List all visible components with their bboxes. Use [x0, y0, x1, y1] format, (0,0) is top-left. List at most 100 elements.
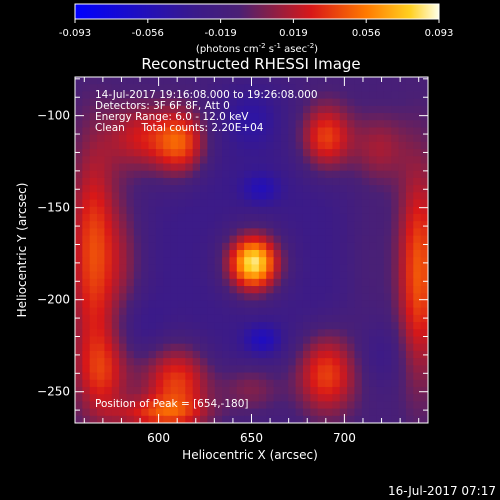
heatmap-cell — [155, 358, 164, 366]
heatmap-cell — [251, 113, 260, 121]
heatmap-cell — [163, 242, 172, 251]
heatmap-cell — [126, 250, 135, 258]
heatmap-cell — [141, 235, 150, 244]
heatmap-cell — [339, 379, 348, 388]
heatmap-cell — [266, 401, 275, 410]
heatmap-cell — [148, 293, 157, 302]
heatmap-cell — [354, 242, 363, 251]
heatmap-cell — [354, 365, 363, 374]
heatmap-cell — [369, 113, 378, 121]
heatmap-cell — [339, 365, 348, 374]
heatmap-cell — [310, 365, 319, 374]
heatmap-cell — [148, 307, 157, 316]
heatmap-cell — [302, 250, 311, 258]
heatmap-cell — [104, 206, 113, 215]
heatmap-cell — [119, 163, 128, 172]
heatmap-cell — [214, 350, 223, 359]
heatmap-cell — [89, 343, 98, 352]
heatmap-cell — [413, 250, 422, 258]
heatmap-cell — [383, 394, 392, 402]
heatmap-cell — [405, 228, 414, 237]
heatmap-cell — [185, 185, 194, 193]
heatmap-cell — [155, 278, 164, 287]
heatmap-cell — [317, 307, 326, 316]
heatmap-cell — [325, 77, 333, 85]
heatmap-cell — [317, 113, 326, 121]
heatmap-cell — [192, 415, 201, 423]
heatmap-cell — [339, 91, 348, 100]
heatmap-cell — [141, 257, 150, 266]
colorbar-unit-label: (photons cm-2 s-1 asec-2) — [196, 42, 318, 55]
heatmap-cell — [185, 221, 194, 229]
heatmap-cell — [222, 185, 231, 193]
heatmap-cell — [302, 235, 311, 244]
heatmap-cell — [155, 163, 164, 172]
heatmap-cell — [192, 91, 201, 100]
heatmap-cell — [200, 257, 208, 266]
heatmap-cell — [339, 264, 348, 273]
heatmap-cell — [133, 358, 142, 366]
heatmap-cell — [405, 408, 414, 417]
heatmap-cell — [405, 358, 414, 366]
heatmap-cell — [155, 401, 164, 410]
heatmap-cell — [133, 372, 142, 381]
heatmap-cell — [148, 343, 157, 352]
heatmap-cell — [317, 365, 326, 374]
heatmap-cell — [413, 300, 422, 309]
heatmap-cell — [339, 358, 348, 366]
heatmap-cell — [200, 372, 208, 381]
heatmap-cell — [354, 235, 363, 244]
heatmap-cell — [258, 156, 267, 165]
heatmap-cell — [288, 401, 297, 410]
heatmap-cell — [288, 329, 297, 338]
heatmap-cell — [383, 113, 392, 121]
heatmap-cell — [126, 358, 135, 366]
heatmap-cell — [89, 235, 98, 244]
heatmap-cell — [280, 120, 289, 129]
heatmap-cell — [302, 134, 311, 143]
heatmap-cell — [376, 336, 385, 345]
heatmap-cell — [244, 271, 253, 280]
heatmap-cell — [97, 242, 106, 251]
heatmap-cell — [170, 307, 179, 316]
heatmap-cell — [222, 149, 231, 157]
heatmap-cell — [361, 113, 370, 121]
heatmap-cell — [163, 134, 172, 143]
heatmap-cell — [339, 235, 348, 244]
heatmap-cell — [104, 77, 113, 85]
heatmap-cell — [361, 307, 370, 316]
heatmap-cell — [273, 322, 282, 330]
heatmap-cell — [391, 307, 400, 316]
heatmap-cell — [266, 156, 275, 165]
heatmap-cell — [170, 206, 179, 215]
heatmap-cell — [192, 120, 201, 129]
heatmap-cell — [339, 170, 348, 179]
heatmap-cell — [75, 98, 83, 107]
heatmap-cell — [200, 379, 208, 388]
heatmap-cell — [207, 322, 216, 330]
heatmap-cell — [126, 141, 135, 150]
heatmap-cell — [133, 98, 142, 107]
heatmap-cell — [369, 401, 378, 410]
heatmap-cell — [251, 358, 260, 366]
heatmap-cell — [141, 286, 150, 294]
heatmap-cell — [200, 386, 208, 395]
heatmap-cell — [266, 343, 275, 352]
heatmap-cell — [369, 185, 378, 193]
heatmap-cell — [413, 242, 422, 251]
heatmap-cell — [75, 300, 83, 309]
heatmap-cell — [97, 307, 106, 316]
heatmap-cell — [347, 300, 356, 309]
heatmap-cell — [383, 177, 392, 186]
heatmap-cell — [354, 127, 363, 136]
heatmap-cell — [391, 185, 400, 193]
heatmap-cell — [133, 293, 142, 302]
heatmap-cell — [192, 271, 201, 280]
heatmap-cell — [82, 156, 91, 165]
heatmap-cell — [133, 163, 142, 172]
heatmap-cell — [97, 343, 106, 352]
heatmap-cell — [391, 358, 400, 366]
heatmap-cell — [244, 206, 253, 215]
heatmap-cell — [420, 163, 428, 172]
heatmap-cell — [361, 120, 370, 129]
